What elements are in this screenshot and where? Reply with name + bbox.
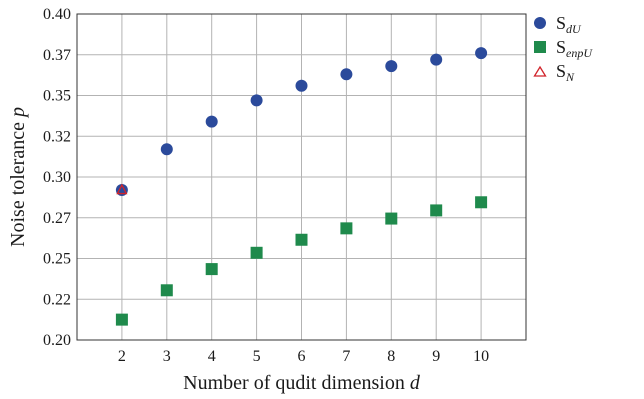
data-point-sdu <box>205 115 218 128</box>
data-point-senpu <box>250 246 263 259</box>
y-tick-label: 0.25 <box>43 251 71 268</box>
legend-entry-sn: SN <box>533 61 575 84</box>
legend-marker-triangle <box>533 65 547 77</box>
x-tick-label: 9 <box>432 348 440 365</box>
legend-marker-circle <box>534 17 546 29</box>
x-tick-label: 5 <box>253 348 261 365</box>
data-point-sdu <box>160 143 173 156</box>
y-tick-label: 0.27 <box>43 210 71 227</box>
legend-entry-sdu: SdU <box>534 13 582 36</box>
y-tick-label: 0.22 <box>43 291 71 308</box>
x-tick-label: 4 <box>208 348 216 365</box>
x-tick-label: 3 <box>163 348 171 365</box>
y-tick-label: 0.40 <box>43 6 71 23</box>
data-marks <box>115 47 488 326</box>
y-axis-title-var: p <box>7 107 29 119</box>
plot-frame <box>76 13 527 341</box>
data-point-sdu <box>430 53 443 66</box>
data-point-senpu <box>385 212 398 225</box>
y-tick-label: 0.30 <box>43 169 71 186</box>
x-tick-label: 6 <box>298 348 306 365</box>
legend-marker-square <box>534 41 546 53</box>
data-point-sdu <box>340 68 353 81</box>
data-point-senpu <box>115 313 128 326</box>
y-tick-label: 0.32 <box>43 128 71 145</box>
x-axis-title-text: Number of qudit dimension <box>183 372 410 394</box>
y-axis-title: Noise tolerance p <box>7 107 29 247</box>
y-axis-title-text: Noise tolerance <box>7 117 29 247</box>
x-tick-label: 7 <box>342 348 350 365</box>
x-tick-label: 2 <box>118 348 126 365</box>
legend-label: SenpU <box>556 37 593 60</box>
x-axis-title-var: d <box>410 372 421 394</box>
legend-label: SdU <box>556 13 582 36</box>
y-tick-label: 0.37 <box>43 47 71 64</box>
data-point-senpu <box>475 196 488 209</box>
legend-entry-senpu: SenpU <box>534 37 593 60</box>
tick-labels: 2 3 4 5 6 7 8 9 10 0.20 0.22 0.25 0.27 0.30 0.32 0.35 0.… <box>43 6 489 365</box>
data-point-senpu <box>430 204 443 217</box>
legend: SdU SenpU SN <box>533 13 593 84</box>
y-tick-label: 0.35 <box>43 88 71 105</box>
data-point-sdu <box>475 47 488 60</box>
data-point-sdu <box>295 79 308 92</box>
data-point-sdu <box>385 60 398 73</box>
data-point-sn <box>116 183 128 195</box>
data-point-senpu <box>160 284 173 297</box>
x-tick-label: 10 <box>473 348 489 365</box>
legend-label: SN <box>556 61 575 84</box>
grid-lines <box>77 13 526 341</box>
data-point-senpu <box>340 222 353 235</box>
y-tick-label: 0.20 <box>43 332 71 349</box>
x-tick-label: 8 <box>387 348 395 365</box>
data-point-sdu <box>250 94 263 107</box>
data-point-senpu <box>295 233 308 246</box>
data-point-senpu <box>205 263 218 276</box>
x-axis-title: Number of qudit dimension d <box>183 372 421 394</box>
